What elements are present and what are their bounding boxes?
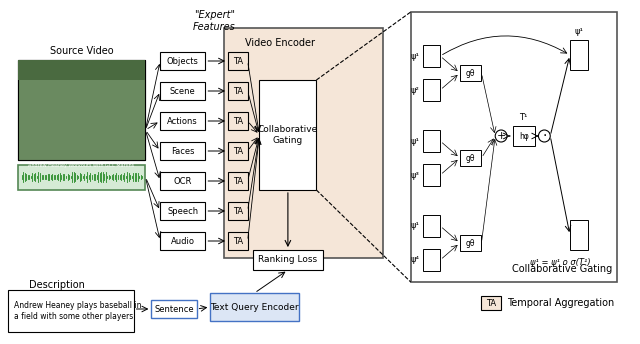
Text: "Expert"
Features: "Expert" Features: [193, 10, 236, 32]
Text: gθ: gθ: [466, 68, 476, 77]
FancyBboxPatch shape: [160, 232, 205, 250]
FancyBboxPatch shape: [160, 52, 205, 70]
FancyBboxPatch shape: [422, 130, 440, 152]
Text: ψ¹: ψ¹: [411, 52, 420, 61]
FancyBboxPatch shape: [228, 112, 248, 130]
Text: Collaborative Gating: Collaborative Gating: [512, 264, 612, 274]
Text: Audio: Audio: [171, 237, 195, 246]
FancyBboxPatch shape: [513, 126, 534, 146]
FancyBboxPatch shape: [422, 79, 440, 101]
FancyBboxPatch shape: [422, 164, 440, 186]
FancyBboxPatch shape: [253, 250, 323, 270]
FancyBboxPatch shape: [8, 290, 134, 332]
Text: Sentence: Sentence: [154, 304, 194, 313]
FancyBboxPatch shape: [211, 293, 299, 321]
FancyBboxPatch shape: [18, 60, 145, 160]
Text: ψ⁴: ψ⁴: [411, 256, 420, 265]
Text: ψ¹ = ψ¹ o σ(T¹): ψ¹ = ψ¹ o σ(T¹): [530, 258, 590, 267]
FancyBboxPatch shape: [18, 60, 145, 80]
Text: ψ¹: ψ¹: [411, 222, 420, 230]
FancyBboxPatch shape: [160, 82, 205, 100]
FancyBboxPatch shape: [228, 82, 248, 100]
Text: TA: TA: [233, 147, 243, 155]
Text: Ranking Loss: Ranking Loss: [259, 256, 317, 265]
Text: hφ: hφ: [519, 131, 529, 140]
Text: TA: TA: [233, 206, 243, 215]
FancyBboxPatch shape: [228, 52, 248, 70]
FancyBboxPatch shape: [160, 202, 205, 220]
FancyBboxPatch shape: [422, 215, 440, 237]
FancyBboxPatch shape: [228, 202, 248, 220]
Text: Source Video: Source Video: [50, 46, 113, 56]
FancyBboxPatch shape: [411, 12, 617, 282]
Text: T¹: T¹: [520, 113, 528, 122]
Text: Andrew Heaney Workouts with GCL Marlins: Andrew Heaney Workouts with GCL Marlins: [29, 162, 134, 168]
Text: Objects: Objects: [167, 56, 198, 65]
Text: +: +: [497, 131, 506, 141]
FancyBboxPatch shape: [460, 235, 481, 251]
FancyBboxPatch shape: [460, 150, 481, 166]
Text: Text Query Encoder: Text Query Encoder: [210, 302, 299, 312]
Text: Description: Description: [29, 280, 85, 290]
FancyBboxPatch shape: [18, 60, 145, 160]
FancyBboxPatch shape: [259, 80, 316, 190]
Text: TA: TA: [233, 117, 243, 126]
Text: Andrew Heaney plays baseball in
a field with some other players.: Andrew Heaney plays baseball in a field …: [13, 301, 141, 321]
Text: gθ: gθ: [466, 238, 476, 247]
Text: TA: TA: [233, 237, 243, 246]
Text: Video Encoder: Video Encoder: [245, 38, 315, 48]
Text: Speech: Speech: [167, 206, 198, 215]
Text: Temporal Aggregation: Temporal Aggregation: [507, 298, 614, 308]
Text: ψ¹: ψ¹: [574, 27, 583, 36]
Text: gθ: gθ: [466, 153, 476, 162]
Text: Scene: Scene: [170, 86, 196, 96]
FancyBboxPatch shape: [224, 28, 383, 258]
Text: TA: TA: [233, 176, 243, 185]
FancyBboxPatch shape: [460, 65, 481, 81]
FancyBboxPatch shape: [228, 142, 248, 160]
FancyBboxPatch shape: [228, 172, 248, 190]
FancyBboxPatch shape: [481, 296, 501, 310]
FancyBboxPatch shape: [228, 232, 248, 250]
Text: Faces: Faces: [171, 147, 195, 155]
FancyBboxPatch shape: [151, 300, 196, 318]
FancyBboxPatch shape: [570, 40, 588, 70]
Text: TA: TA: [486, 299, 497, 308]
FancyBboxPatch shape: [18, 165, 145, 190]
FancyBboxPatch shape: [570, 220, 588, 250]
Text: ψ²: ψ²: [411, 86, 420, 95]
FancyBboxPatch shape: [422, 45, 440, 67]
Text: ·: ·: [542, 129, 547, 143]
Text: Collaborative
Gating: Collaborative Gating: [258, 125, 318, 145]
Text: ψ¹: ψ¹: [411, 137, 420, 146]
FancyBboxPatch shape: [422, 249, 440, 271]
FancyBboxPatch shape: [160, 172, 205, 190]
Text: TA: TA: [233, 56, 243, 65]
Text: OCR: OCR: [173, 176, 192, 185]
Text: Actions: Actions: [168, 117, 198, 126]
FancyBboxPatch shape: [160, 112, 205, 130]
Text: TA: TA: [233, 86, 243, 96]
Text: ψ³: ψ³: [411, 171, 420, 180]
FancyBboxPatch shape: [160, 142, 205, 160]
